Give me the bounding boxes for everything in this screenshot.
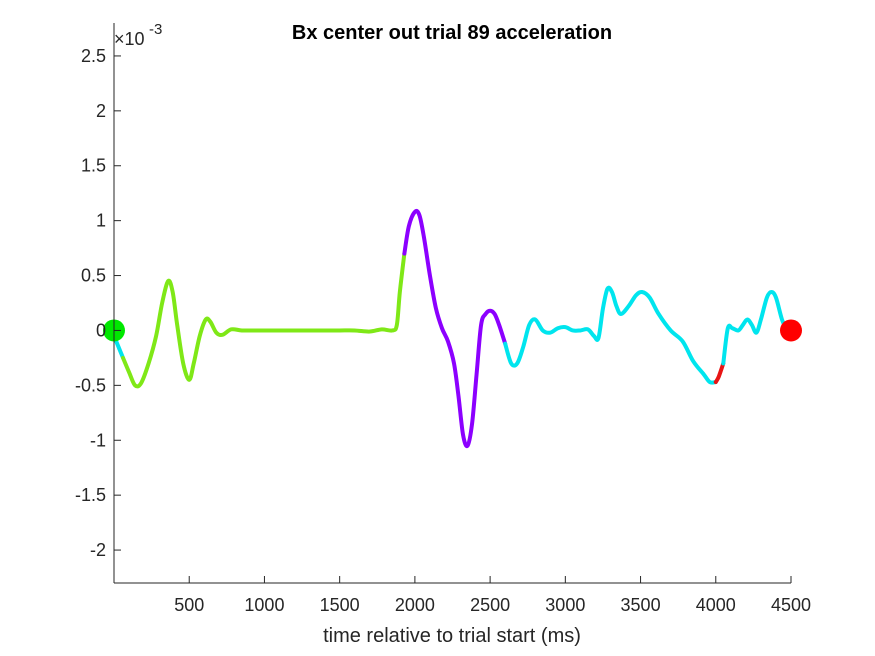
x-tick-label: 500 [174,595,204,615]
exponent-label: ×10 -3 [114,21,162,49]
x-tick-label: 4500 [771,595,811,615]
y-tick-label: -0.5 [75,375,106,395]
y-tick-label: 2.5 [81,46,106,66]
end-marker [780,319,802,342]
series-segment-4 [713,361,726,385]
plot-lines [112,208,793,449]
x-tick-label: 3500 [621,595,661,615]
x-tick-label: 2000 [395,595,435,615]
y-tick-label: 1 [96,211,106,231]
x-tick-label: 1500 [320,595,360,615]
x-axis-label: time relative to trial start (ms) [323,625,581,647]
y-tick-label: 2 [96,101,106,121]
y-tick-label: 0.5 [81,266,106,286]
series-segment-2 [402,208,508,449]
exponent-base: ×10 [114,29,145,49]
y-tick-label: -1 [90,430,106,450]
y-ticks: -2 -1.5 -1 -0.5 0 0.5 1 1.5 2 2.5 [75,46,121,560]
x-ticks: 500 1000 1500 2000 2500 3000 3500 4000 4500 [174,576,811,615]
x-tick-label: 3000 [545,595,585,615]
plot-markers [103,319,802,342]
y-tick-label: -1.5 [75,485,106,505]
chart-title: Bx center out trial 89 acceleration [292,22,612,44]
x-tick-label: 1000 [244,595,284,615]
axes [113,23,791,584]
x-tick-label: 2500 [470,595,510,615]
series-segment-5 [721,290,793,366]
y-tick-label: -2 [90,540,106,560]
series-segment-1 [121,251,407,389]
series-segment-3 [503,285,718,385]
y-tick-label: 0 [96,320,106,340]
exponent-power: -3 [149,21,162,38]
x-tick-label: 4000 [696,595,736,615]
y-tick-label: 1.5 [81,156,106,176]
